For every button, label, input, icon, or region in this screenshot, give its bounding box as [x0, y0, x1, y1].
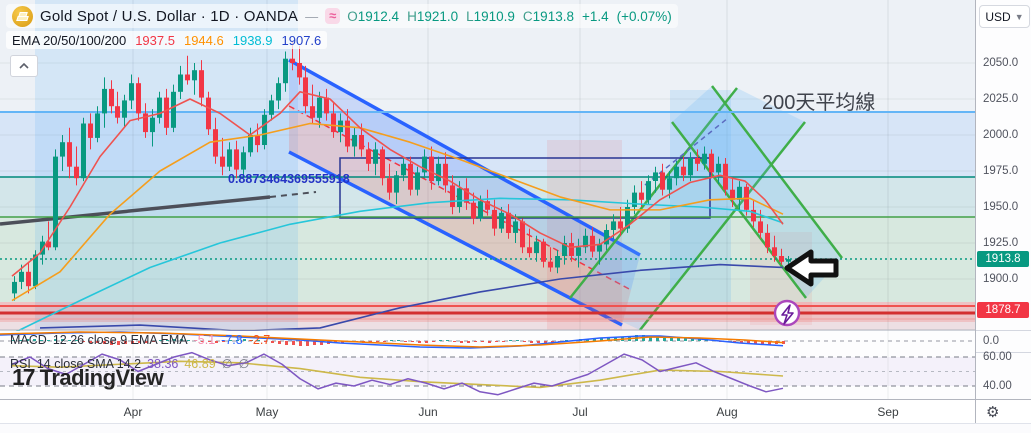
minus-icon[interactable]: — [305, 8, 319, 24]
pane-collapse-button[interactable] [10, 55, 38, 77]
ema20-value: 1937.5 [135, 32, 175, 48]
symbol-title[interactable]: Gold Spot / U.S. Dollar · 1D · OANDA [40, 7, 299, 25]
macd-line-value: -7.8 [221, 333, 243, 347]
macd-signal-value: -2.7 [248, 333, 271, 347]
price-axis[interactable]: USD ▼ 2050.0 2025.0 2000.0 1975.0 1950.0 1925… [975, 0, 1031, 399]
macd-hist-value: -5.1 [193, 333, 216, 347]
axis-tick-label: 2000.0 [983, 129, 1019, 141]
fib-level-label[interactable]: 0.8873464369555918 [228, 172, 350, 186]
open-value: 1912.4 [357, 8, 400, 24]
ema50-value: 1944.6 [183, 32, 224, 48]
price-badge: 1878.7 [977, 302, 1029, 318]
rsi-empty-2: ∅ [238, 357, 250, 371]
left-arrow-annotation[interactable] [784, 249, 839, 287]
chevron-up-icon [19, 63, 29, 69]
macd-legend[interactable]: MACD 12 26 close 9 EMA EMA -5.1 -7.8 -2.… [10, 333, 270, 347]
gold-coin-icon [12, 5, 33, 27]
time-axis-label: May [255, 405, 279, 419]
pane-separator [976, 330, 1031, 331]
settings-gear-icon[interactable]: ⚙ [986, 403, 1000, 421]
low-label: L [466, 8, 474, 24]
rsi-params: 14 close SMA 14 2 [36, 356, 142, 371]
change-value: +1.4 [581, 8, 609, 24]
green-ascending-channel[interactable] [569, 87, 806, 331]
open-label: O [347, 8, 358, 24]
tradingview-logo-icon: 17 [12, 364, 36, 390]
axis-corner: ⚙ [975, 399, 1031, 423]
axis-tick-label: 1950.0 [983, 201, 1019, 213]
price-badge: 1913.8 [977, 251, 1029, 267]
time-axis-label: Jul [572, 405, 588, 419]
ema100-value: 1938.9 [232, 32, 273, 48]
axis-tick-label: 60.00 [983, 351, 1012, 363]
ema-legend[interactable]: EMA 20/50/100/200 1937.5 1944.6 1938.9 1… [6, 31, 328, 49]
low-value: 1910.9 [473, 8, 515, 24]
axis-tick-label: 2025.0 [983, 93, 1019, 105]
time-axis-label: Apr [123, 405, 143, 419]
rectangle-drawing[interactable] [339, 157, 711, 219]
high-value: 1921.0 [416, 8, 459, 24]
time-axis-label: Sep [877, 405, 899, 419]
time-axis-label: Jun [418, 405, 438, 419]
ma200-note-label[interactable]: 200天平均線 [762, 91, 875, 114]
currency-dropdown[interactable]: USD ▼ [979, 5, 1030, 28]
ema-label: EMA 20/50/100/200 [12, 32, 127, 48]
change-percent: (+0.07%) [616, 8, 672, 24]
time-axis-label: Aug [716, 405, 738, 419]
rsi-legend[interactable]: RSI 14 close SMA 14 2 38.36 46.89 ∅ ∅ [10, 356, 250, 372]
ohlc-values: O1912.4 H1921.0 L1910.9 C1913.8 +1.4 (+0… [347, 9, 672, 24]
rsi-value: 38.36 [147, 356, 179, 371]
axis-tick-label: 1925.0 [983, 237, 1019, 249]
tradingview-watermark: 17 TradingView [12, 364, 164, 391]
chevron-down-icon: ▼ [1014, 11, 1024, 22]
macd-label: MACD [10, 333, 47, 347]
rsi-label: RSI [10, 356, 31, 371]
symbol-legend[interactable]: Gold Spot / U.S. Dollar · 1D · OANDA — ≈… [6, 4, 678, 28]
candlestick-series [12, 41, 791, 301]
close-label: C [522, 8, 533, 24]
axis-tick-label: 1975.0 [983, 165, 1019, 177]
chart-canvas[interactable]: 0.8873464369555918 200天平均線 [0, 0, 975, 399]
lightning-icon[interactable] [773, 299, 801, 327]
axis-tick-label: 1900.0 [983, 273, 1019, 285]
currency-label: USD [985, 9, 1011, 24]
ascending-trendline[interactable] [0, 195, 271, 226]
high-label: H [407, 8, 417, 24]
tradingview-logo-text: TradingView [39, 364, 164, 390]
bottom-strip [0, 423, 1031, 433]
ema200-value: 1907.6 [281, 32, 322, 48]
axis-tick-label: 2050.0 [983, 57, 1019, 69]
rsi-empty-1: ∅ [221, 357, 233, 371]
ema-lines [11, 91, 784, 335]
time-axis[interactable]: Apr May Jun Jul Aug Sep [0, 399, 975, 424]
macd-params: 12 26 close 9 EMA EMA [52, 333, 188, 347]
rsi-sma-value: 46.89 [184, 356, 216, 371]
axis-tick-label: 40.00 [983, 380, 1012, 392]
axis-tick-label: 0.0 [983, 335, 999, 347]
pane-separator [976, 352, 1031, 353]
wave-icon[interactable]: ≈ [325, 8, 341, 24]
close-value: 1913.8 [532, 8, 574, 24]
